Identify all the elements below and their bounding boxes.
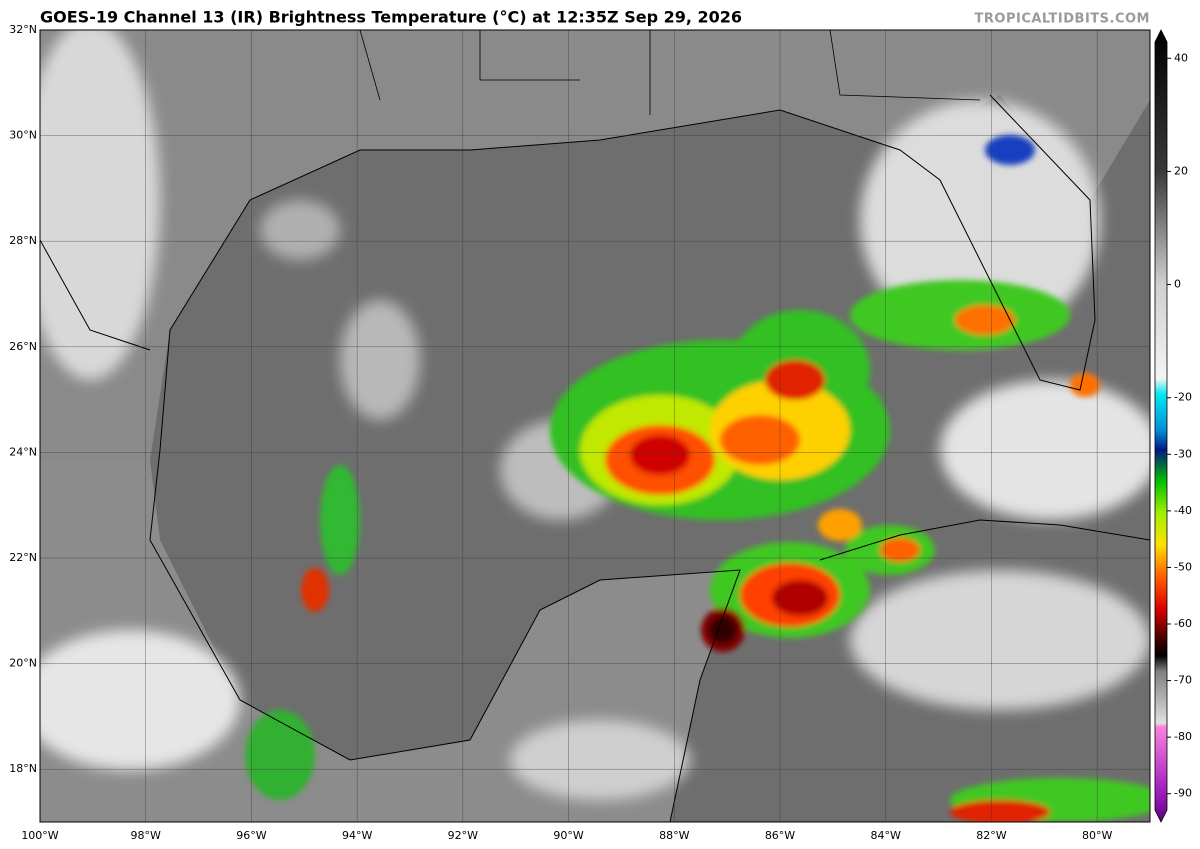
lon-label: 94°W — [342, 829, 372, 842]
lon-label: 92°W — [448, 829, 478, 842]
lon-label: 88°W — [659, 829, 689, 842]
colorbar-tick-label: 0 — [1174, 278, 1181, 291]
lon-label: 80°W — [1082, 829, 1112, 842]
map-frame — [39, 29, 1151, 823]
state-borders — [359, 30, 981, 115]
clouds — [40, 30, 1150, 800]
lat-label: 18°N — [9, 762, 37, 775]
lon-label: 90°W — [553, 829, 583, 842]
colorbar — [1154, 29, 1168, 823]
lon-label: 100°W — [21, 829, 58, 842]
colorbar-tick-label: 40 — [1174, 51, 1188, 64]
lat-label: 32°N — [9, 23, 37, 36]
lat-label: 24°N — [9, 445, 37, 458]
lat-label: 26°N — [9, 340, 37, 353]
land-us — [40, 30, 1150, 460]
lon-label: 98°W — [131, 829, 161, 842]
axis-labels: 18°N 20°N 22°N 24°N 26°N 28°N 30°N 32°N 100°W 98°… — [9, 23, 1112, 842]
lon-label: 82°W — [976, 829, 1006, 842]
graticule — [40, 30, 1150, 822]
colorbar-ticks: 40 20 0 -20 -30 -40 -50 -60 -70 -80 -90 — [1167, 51, 1192, 800]
colorbar-tick-label: -80 — [1174, 730, 1192, 743]
lon-label: 96°W — [236, 829, 266, 842]
colorbar-tick-label: -20 — [1174, 391, 1192, 404]
satellite-map — [40, 30, 1150, 822]
colorbar-tick-label: -60 — [1174, 617, 1192, 630]
lat-label: 20°N — [9, 657, 37, 670]
lon-label: 86°W — [765, 829, 795, 842]
coastline — [40, 94, 1150, 822]
lat-label: 28°N — [9, 234, 37, 247]
lat-label: 30°N — [9, 129, 37, 142]
colorbar-tick-label: 20 — [1174, 164, 1188, 177]
watermark: TROPICALTIDBITS.COM — [975, 12, 1150, 27]
title: GOES-19 Channel 13 (IR) Brightness Tempe… — [40, 8, 742, 27]
colorbar-tick-label: -90 — [1174, 787, 1192, 800]
lat-label: 22°N — [9, 551, 37, 564]
colorbar-tick-label: -50 — [1174, 560, 1192, 573]
colorbar-tick-label: -40 — [1174, 504, 1192, 517]
colorbar-tick-label: -70 — [1174, 674, 1192, 687]
colorbar-tick-label: -30 — [1174, 447, 1192, 460]
lon-label: 84°W — [871, 829, 901, 842]
